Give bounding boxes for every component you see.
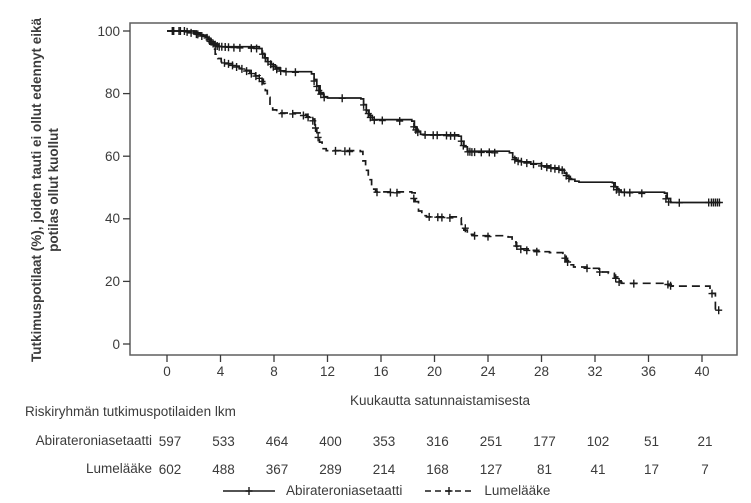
risk-count: 316 <box>426 434 449 449</box>
risk-count: 289 <box>319 462 342 477</box>
plot-frame <box>129 22 738 356</box>
x-tick-label: 20 <box>426 364 443 379</box>
x-tick-label: 40 <box>694 364 710 379</box>
risk-count: 597 <box>158 434 182 449</box>
risk-count: 41 <box>590 462 606 477</box>
km-plot-canvas <box>123 22 738 362</box>
risk-count: 533 <box>212 434 235 449</box>
km-curve-placebo <box>167 30 721 311</box>
risk-count: 251 <box>479 434 503 449</box>
risk-row-label-placebo: Lumelääke <box>85 461 152 476</box>
y-tick-label: 0 <box>112 336 120 352</box>
y-tick-label: 60 <box>104 148 120 164</box>
risk-count: 127 <box>479 462 503 477</box>
legend-label-placebo: Lumelääke <box>484 483 551 498</box>
y-axis-title-line1: Tutkimuspotilaat (%), joiden tauti ei ol… <box>29 17 44 363</box>
chart-legend: Abirateroniasetaatti Lumelääke <box>222 483 550 498</box>
y-tick-label: 20 <box>104 273 120 289</box>
risk-count: 464 <box>265 434 289 449</box>
risk-count: 214 <box>372 462 396 477</box>
risk-count: 51 <box>643 434 660 449</box>
risk-count: 7 <box>701 462 709 477</box>
risk-count: 177 <box>533 434 556 449</box>
censor-marks-abiraterone <box>168 27 723 207</box>
y-tick-label: 40 <box>104 211 120 227</box>
x-tick-label: 32 <box>587 364 603 379</box>
risk-count: 367 <box>265 462 289 477</box>
y-tick-label: 100 <box>97 23 120 39</box>
risk-count: 168 <box>426 462 449 477</box>
x-tick-label: 12 <box>319 364 336 379</box>
legend-solid-line-icon <box>223 486 275 495</box>
km-curve-abiraterone <box>167 30 721 204</box>
censor-marks-placebo <box>170 27 723 315</box>
x-tick-label: 0 <box>163 364 171 379</box>
risk-count: 17 <box>643 462 660 477</box>
y-axis-title-line2: potilas ollut kuollut <box>46 128 61 252</box>
legend-label-abiraterone: Abirateroniasetaatti <box>286 483 403 498</box>
risk-count: 602 <box>158 462 182 477</box>
y-tick-label: 80 <box>104 86 120 102</box>
risk-count: 102 <box>586 434 610 449</box>
risk-table-header: Riskiryhmän tutkimuspotilaiden lkm <box>25 404 236 419</box>
risk-count: 400 <box>319 434 342 449</box>
risk-count: 488 <box>212 462 235 477</box>
x-tick-label: 28 <box>533 364 550 379</box>
legend-dashed-line-icon <box>425 486 474 495</box>
x-tick-label: 24 <box>480 364 496 379</box>
x-tick-label: 4 <box>216 364 225 379</box>
x-tick-label: 16 <box>373 364 389 379</box>
y-axis-title: Tutkimuspotilaat (%), joiden tauti ei ol… <box>28 10 64 370</box>
risk-count: 353 <box>372 434 396 449</box>
x-tick-label: 36 <box>640 364 657 379</box>
risk-count: 81 <box>536 462 553 477</box>
risk-row-label-abiraterone: Abirateroniasetaatti <box>35 433 152 448</box>
risk-count: 21 <box>697 434 713 449</box>
x-axis-title: Kuukautta satunnaistamisesta <box>349 393 531 408</box>
x-tick-label: 8 <box>270 364 278 379</box>
